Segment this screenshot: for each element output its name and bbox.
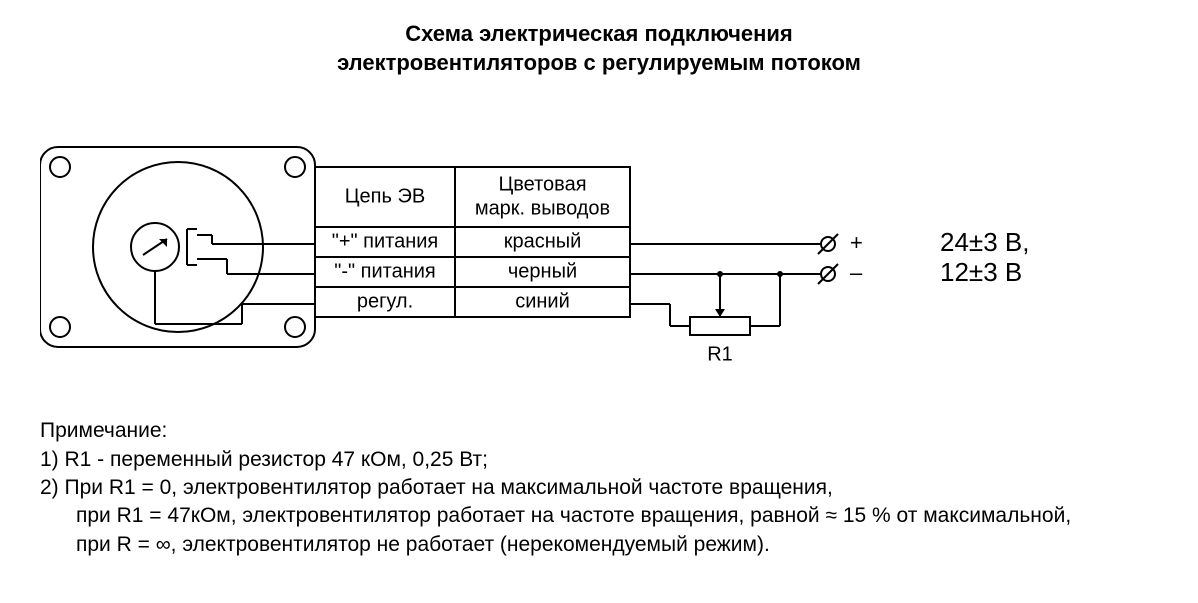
svg-text:Цепь ЭВ: Цепь ЭВ — [345, 185, 425, 207]
svg-text:черный: черный — [508, 260, 577, 282]
notes-line1: 1) R1 - переменный резистор 47 кОм, 0,25… — [40, 446, 1158, 474]
svg-text:–: – — [850, 260, 863, 285]
svg-text:синий: синий — [515, 290, 570, 312]
notes-line3b: при R = ∞, электровентилятор не работает… — [40, 531, 1158, 559]
svg-text:красный: красный — [504, 230, 582, 252]
svg-text:"-" питания: "-" питания — [334, 260, 436, 282]
notes-line3a: при R1 = 47кОм, электровентилятор работа… — [40, 502, 1158, 530]
svg-text:R1: R1 — [707, 343, 733, 365]
page-title: Схема электрическая подключения электров… — [40, 20, 1158, 77]
title-line1: Схема электрическая подключения — [405, 21, 793, 46]
svg-text:марк. выводов: марк. выводов — [475, 197, 610, 219]
svg-text:регул.: регул. — [357, 290, 413, 312]
notes-line2: 2) При R1 = 0, электровентилятор работае… — [40, 474, 1158, 502]
svg-text:Цветовая: Цветовая — [498, 173, 586, 195]
svg-text:+: + — [850, 230, 863, 255]
notes-heading: Примечание: — [40, 417, 1158, 445]
wiring-diagram: Цепь ЭВ Цветоваямарк. выводов "+" питания к… — [40, 107, 1140, 397]
notes-block: Примечание: 1) R1 - переменный резистор … — [40, 417, 1158, 559]
svg-text:"+" питания: "+" питания — [332, 230, 439, 252]
svg-text:12±3 В: 12±3 В — [940, 257, 1022, 287]
title-line2: электровентиляторов с регулируемым поток… — [337, 50, 861, 75]
svg-text:24±3 В,: 24±3 В, — [940, 227, 1029, 257]
